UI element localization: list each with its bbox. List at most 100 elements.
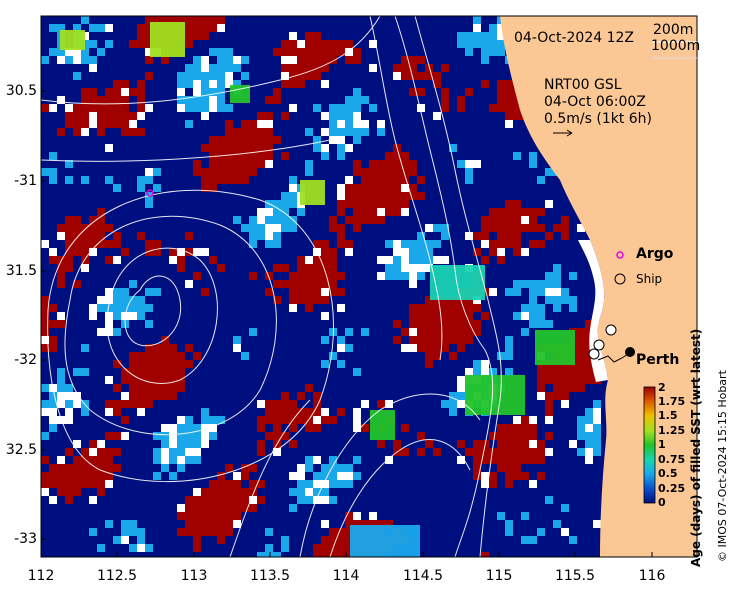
sst-pixel	[105, 256, 113, 264]
contour-line	[64, 215, 277, 436]
sst-pixel	[409, 184, 417, 192]
ship-marker	[593, 339, 605, 351]
colorbar-tick: 0	[658, 496, 666, 509]
sst-pixel	[393, 320, 401, 328]
sst-pixel	[401, 192, 409, 200]
sst-pixel	[137, 384, 145, 392]
sst-pixel	[137, 352, 145, 360]
sst-pixel	[393, 160, 401, 168]
sst-pixel	[57, 48, 65, 56]
sst-pixel	[305, 272, 313, 280]
lat-tick-label: 31.5	[5, 263, 37, 279]
sst-pixel	[569, 536, 577, 544]
sst-pixel	[329, 136, 337, 144]
sst-pixel	[505, 368, 513, 376]
sst-pixel	[561, 232, 569, 240]
sst-pixel	[161, 384, 169, 392]
sst-pixel	[89, 496, 97, 504]
sst-pixel	[289, 40, 297, 48]
sst-pixel	[193, 512, 201, 520]
sst-pixel	[329, 464, 337, 472]
sst-pixel	[337, 528, 345, 536]
sst-pixel	[385, 400, 393, 408]
sst-pixel	[113, 256, 121, 264]
sst-pixel	[257, 232, 265, 240]
sst-pixel	[329, 288, 337, 296]
sst-pixel	[185, 456, 193, 464]
sst-pixel	[129, 400, 137, 408]
sst-pixel	[209, 504, 217, 512]
sst-pixel	[521, 432, 529, 440]
sst-pixel	[105, 304, 113, 312]
sst-pixel	[305, 464, 313, 472]
sst-pixel	[417, 256, 425, 264]
sst-pixel	[265, 408, 273, 416]
sst-pixel	[521, 248, 529, 256]
sst-pixel	[553, 520, 561, 528]
sst-pixel	[393, 240, 401, 248]
sst-pixel	[417, 232, 425, 240]
sst-pixel	[473, 464, 481, 472]
sst-pixel	[281, 400, 289, 408]
sst-pixel	[513, 448, 521, 456]
sst-pixel	[345, 480, 353, 488]
sst-pixel	[585, 360, 593, 368]
sst-pixel	[409, 344, 417, 352]
sst-pixel	[449, 408, 457, 416]
sst-pixel	[169, 344, 177, 352]
sst-pixel	[321, 472, 329, 480]
sst-pixel	[137, 96, 145, 104]
sst-pixel	[505, 336, 513, 344]
sst-pixel	[473, 232, 481, 240]
sst-pixel	[177, 80, 185, 88]
sst-pixel	[353, 184, 361, 192]
sst-pixel	[521, 472, 529, 480]
sst-pixel	[129, 392, 137, 400]
sst-pixel	[209, 72, 217, 80]
sst-pixel	[513, 224, 521, 232]
sst-pixel	[225, 80, 233, 88]
sst-pixel	[377, 120, 385, 128]
sst-pixel	[561, 216, 569, 224]
sst-pixel	[65, 464, 73, 472]
sst-pixel	[305, 160, 313, 168]
sst-pixel	[305, 264, 313, 272]
sst-pixel	[153, 472, 161, 480]
sst-pixel	[305, 488, 313, 496]
sst-pixel	[193, 96, 201, 104]
sst-pixel	[337, 472, 345, 480]
sst-pixel	[41, 320, 49, 328]
sst-pixel	[161, 352, 169, 360]
sst-pixel	[113, 432, 121, 440]
sst-pixel	[241, 176, 249, 184]
sst-pixel	[457, 336, 465, 344]
sst-pixel	[537, 312, 545, 320]
sst-pixel	[337, 152, 345, 160]
sst-pixel	[201, 184, 209, 192]
sst-pixel	[457, 104, 465, 112]
sst-pixel	[345, 520, 353, 528]
sst-pixel	[281, 40, 289, 48]
sst-pixel	[57, 56, 65, 64]
sst-pixel	[129, 40, 137, 48]
sst-pixel	[433, 224, 441, 232]
sst-pixel	[273, 96, 281, 104]
sst-pixel	[57, 320, 65, 328]
sst-pixel	[49, 152, 57, 160]
sst-pixel	[473, 328, 481, 336]
sst-pixel	[41, 488, 49, 496]
sst-pixel	[513, 200, 521, 208]
sst-pixel	[521, 304, 529, 312]
sst-pixel	[497, 248, 505, 256]
sst-pixel	[345, 536, 353, 544]
sst-pixel	[145, 56, 153, 64]
sst-pixel	[513, 288, 521, 296]
sst-pixel	[321, 480, 329, 488]
sst-pixel	[545, 400, 553, 408]
sst-pixel	[217, 416, 225, 424]
sst-pixel	[65, 160, 73, 168]
sst-pixel	[465, 176, 473, 184]
sst-pixel	[449, 328, 457, 336]
sst-pixel	[505, 104, 513, 112]
